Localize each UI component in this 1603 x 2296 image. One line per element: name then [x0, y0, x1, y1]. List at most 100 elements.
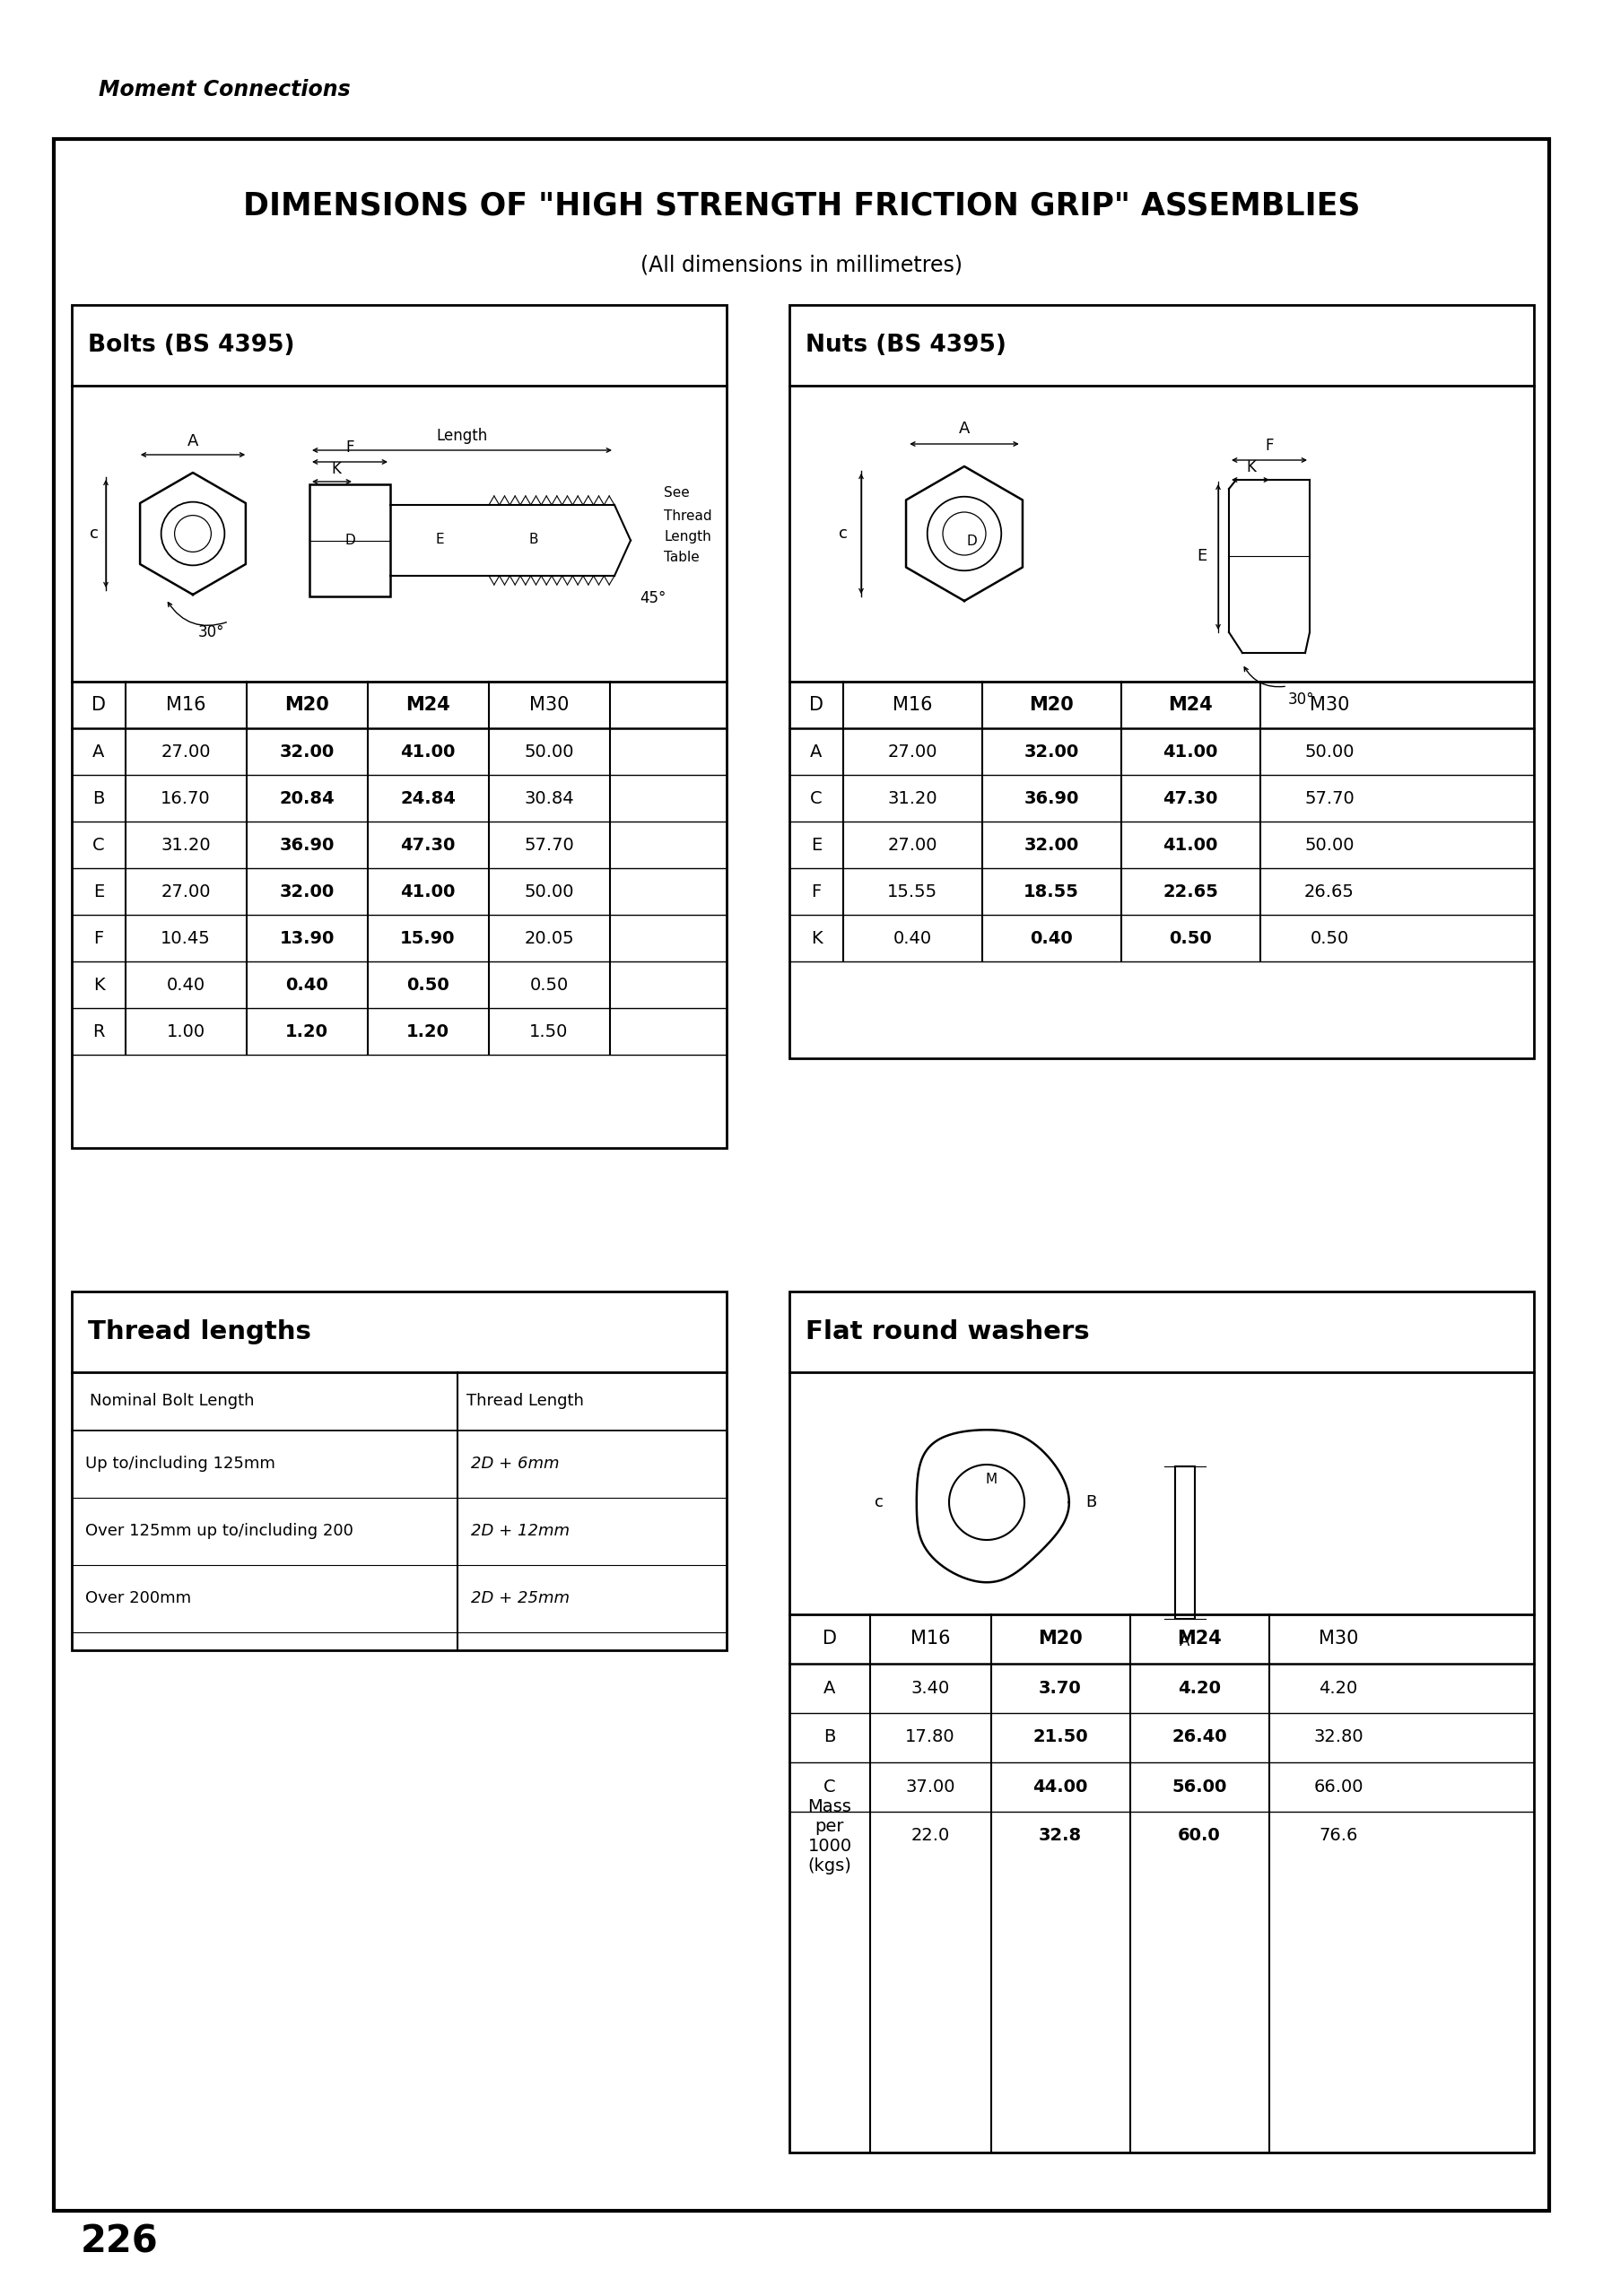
Text: 26.40: 26.40 [1172, 1729, 1226, 1745]
Text: 0.50: 0.50 [529, 976, 569, 994]
Text: 0.40: 0.40 [1029, 930, 1072, 946]
Text: D: D [345, 533, 356, 546]
Text: 66.00: 66.00 [1313, 1777, 1363, 1795]
Text: DIMENSIONS OF "HIGH STRENGTH FRICTION GRIP" ASSEMBLIES: DIMENSIONS OF "HIGH STRENGTH FRICTION GR… [244, 191, 1359, 220]
Text: 47.30: 47.30 [1162, 790, 1218, 806]
Text: F: F [346, 439, 354, 455]
Text: F: F [811, 884, 821, 900]
Text: D: D [810, 696, 824, 714]
Text: D: D [91, 696, 106, 714]
Text: 41.00: 41.00 [401, 744, 455, 760]
Text: 41.00: 41.00 [1162, 836, 1218, 854]
Text: M: M [986, 1474, 997, 1486]
Text: Up to/including 125mm: Up to/including 125mm [85, 1456, 276, 1472]
Text: 32.00: 32.00 [279, 744, 335, 760]
Text: 21.50: 21.50 [1032, 1729, 1088, 1745]
Text: B: B [1085, 1495, 1096, 1511]
Text: M24: M24 [1169, 696, 1213, 714]
Text: See: See [664, 487, 689, 501]
Bar [309, 484, 390, 597]
Text: 60.0: 60.0 [1178, 1828, 1221, 1844]
Bar [789, 305, 1534, 1058]
Text: D: D [967, 535, 976, 546]
Text: F: F [93, 930, 104, 946]
Text: A: A [93, 744, 104, 760]
Text: C: C [93, 836, 104, 854]
Text: 32.80: 32.80 [1313, 1729, 1363, 1745]
Text: 27.00: 27.00 [160, 744, 210, 760]
Text: K: K [811, 930, 822, 946]
Text: M20: M20 [1039, 1630, 1082, 1649]
Text: 50.00: 50.00 [1305, 744, 1355, 760]
Text: 17.80: 17.80 [906, 1729, 955, 1745]
Text: Nominal Bolt Length: Nominal Bolt Length [90, 1394, 255, 1410]
Text: 56.00: 56.00 [1172, 1777, 1226, 1795]
Text: Over 125mm up to/including 200: Over 125mm up to/including 200 [85, 1522, 353, 1538]
Text: 20.05: 20.05 [524, 930, 574, 946]
Text: Length: Length [664, 530, 712, 544]
Text: 36.90: 36.90 [279, 836, 335, 854]
Text: Thread: Thread [664, 510, 712, 523]
Text: M16: M16 [911, 1630, 951, 1649]
Text: 1.00: 1.00 [167, 1024, 205, 1040]
Text: 31.20: 31.20 [160, 836, 210, 854]
Text: Moment Connections: Moment Connections [99, 78, 351, 101]
Text: 32.00: 32.00 [1024, 744, 1079, 760]
Text: (All dimensions in millimetres): (All dimensions in millimetres) [641, 255, 962, 276]
Text: 13.90: 13.90 [279, 930, 335, 946]
Text: 18.55: 18.55 [1024, 884, 1079, 900]
Text: 0.50: 0.50 [1310, 930, 1348, 946]
Text: c: c [875, 1495, 883, 1511]
Text: 36.90: 36.90 [1024, 790, 1079, 806]
Text: 45°: 45° [640, 590, 665, 606]
Text: C: C [810, 790, 822, 806]
Text: 1.20: 1.20 [406, 1024, 449, 1040]
Text: 2D + 25mm: 2D + 25mm [471, 1591, 569, 1607]
Text: 0.40: 0.40 [285, 976, 329, 994]
Text: 41.00: 41.00 [401, 884, 455, 900]
Text: 2D + 12mm: 2D + 12mm [471, 1522, 569, 1538]
Text: 50.00: 50.00 [524, 884, 574, 900]
Text: 30.84: 30.84 [524, 790, 574, 806]
Text: M16: M16 [893, 696, 933, 714]
Text: Bolts (BS 4395): Bolts (BS 4395) [88, 333, 295, 356]
Text: 15.90: 15.90 [401, 930, 455, 946]
Text: 0.40: 0.40 [893, 930, 931, 946]
Text: 27.00: 27.00 [888, 836, 938, 854]
Text: E: E [93, 884, 104, 900]
Text: M24: M24 [406, 696, 450, 714]
Text: Nuts (BS 4395): Nuts (BS 4395) [806, 333, 1007, 356]
Text: 1.50: 1.50 [529, 1024, 569, 1040]
Text: B: B [529, 533, 539, 546]
Text: 27.00: 27.00 [160, 884, 210, 900]
Text: F: F [1265, 439, 1273, 455]
Text: c: c [90, 526, 99, 542]
Text: 26.65: 26.65 [1305, 884, 1355, 900]
Bar [789, 1290, 1534, 2154]
Text: M16: M16 [165, 696, 205, 714]
Text: E: E [811, 836, 822, 854]
Text: 31.20: 31.20 [888, 790, 938, 806]
Text: c: c [838, 526, 848, 542]
Text: 44.00: 44.00 [1032, 1777, 1088, 1795]
Text: 50.00: 50.00 [524, 744, 574, 760]
Text: A: A [188, 434, 199, 450]
Text: 41.00: 41.00 [1162, 744, 1218, 760]
Text: M24: M24 [1177, 1630, 1221, 1649]
Text: A: A [810, 744, 822, 760]
Bar [1175, 1467, 1194, 1619]
Text: A: A [959, 420, 970, 436]
Text: 20.84: 20.84 [279, 790, 335, 806]
Text: C: C [824, 1777, 835, 1795]
Text: M30: M30 [1310, 696, 1350, 714]
Text: 50.00: 50.00 [1305, 836, 1355, 854]
Text: M30: M30 [529, 696, 569, 714]
Text: M30: M30 [1319, 1630, 1358, 1649]
Text: 0.50: 0.50 [1169, 930, 1212, 946]
Text: 47.30: 47.30 [401, 836, 455, 854]
Text: 1.20: 1.20 [285, 1024, 329, 1040]
Text: B: B [93, 790, 104, 806]
Text: 27.00: 27.00 [888, 744, 938, 760]
Text: 10.45: 10.45 [160, 930, 210, 946]
Text: Length: Length [436, 427, 487, 443]
